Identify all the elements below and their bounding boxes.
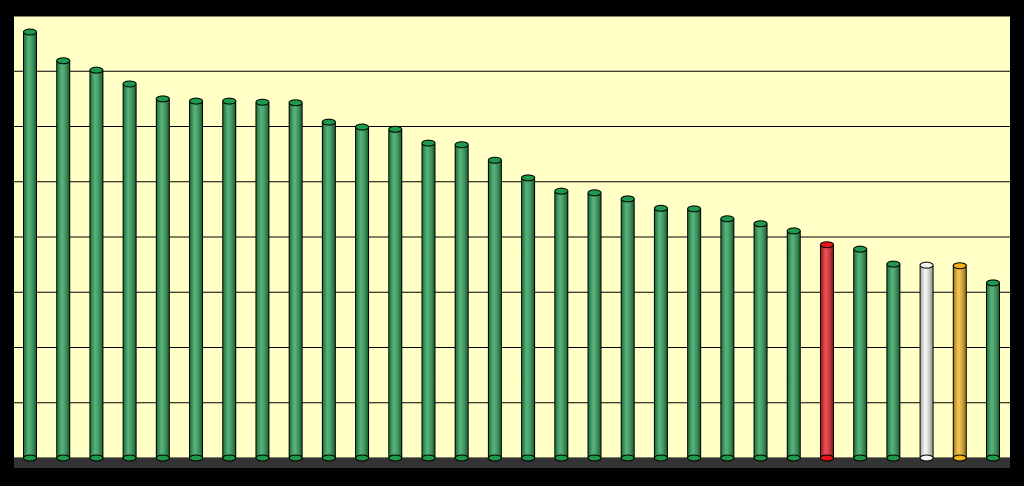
- bar-shade: [488, 160, 502, 458]
- bar-cap: [620, 195, 635, 203]
- bar-base: [56, 454, 71, 462]
- bar-shade: [89, 70, 103, 459]
- bar-base: [487, 454, 502, 462]
- bar-base: [753, 454, 768, 462]
- bar-cap: [919, 261, 934, 269]
- bar-shade: [189, 101, 203, 459]
- bar-cap: [986, 279, 1000, 287]
- bar-shade: [953, 265, 967, 458]
- bar-cap: [853, 245, 868, 253]
- bar-cap: [587, 189, 602, 197]
- bar-base: [222, 454, 237, 462]
- bar-base: [155, 454, 170, 462]
- plot-area: [14, 16, 1010, 466]
- bar-cap: [886, 260, 901, 268]
- bar-shade: [886, 264, 900, 458]
- bar-cap: [222, 97, 237, 105]
- bar-base: [89, 454, 104, 462]
- bar-shade: [554, 191, 568, 458]
- bar-cap: [288, 99, 303, 107]
- bar-cap: [189, 97, 204, 105]
- bar-shade: [56, 60, 70, 458]
- bar-base: [720, 454, 735, 462]
- bar-cap: [89, 66, 104, 74]
- bar-base: [255, 454, 270, 462]
- bar-shade: [421, 143, 435, 458]
- bar-shade: [621, 198, 635, 458]
- bar-cap: [720, 215, 735, 223]
- bar-cap: [56, 57, 71, 65]
- bar-shade: [820, 244, 834, 458]
- bar-shade: [355, 127, 369, 459]
- bar-cap: [122, 80, 137, 88]
- bar-cap: [421, 139, 436, 147]
- bar-base: [653, 454, 668, 462]
- bar-cap: [521, 174, 536, 182]
- bar-base: [421, 454, 436, 462]
- bar-shade: [521, 177, 535, 458]
- floor: [14, 458, 1010, 468]
- bar-cap: [155, 95, 170, 103]
- bar-base: [952, 454, 967, 462]
- bar-shade: [322, 122, 336, 458]
- bar-base: [986, 454, 1000, 462]
- bar-shade: [754, 223, 768, 458]
- bar-cap: [753, 220, 768, 228]
- bar-shade: [787, 230, 801, 458]
- bar-shade: [920, 265, 934, 458]
- bar-base: [919, 454, 934, 462]
- bar-base: [122, 454, 137, 462]
- bar-base: [853, 454, 868, 462]
- bar-shade: [388, 129, 402, 458]
- bar-shade: [156, 98, 170, 458]
- bar-base: [587, 454, 602, 462]
- bar-shade: [588, 192, 602, 459]
- bar-base: [388, 454, 403, 462]
- bar-shade: [986, 282, 1000, 458]
- bar-shade: [289, 102, 303, 459]
- bar-shade: [455, 144, 469, 459]
- bar-cap: [487, 156, 502, 164]
- bar-cap: [554, 187, 569, 195]
- bar-shade: [720, 218, 734, 458]
- bar-shade: [123, 83, 137, 459]
- bar-cap: [23, 28, 37, 36]
- bar-base: [321, 454, 336, 462]
- bar-cap: [355, 123, 370, 131]
- bar-cap: [786, 227, 801, 235]
- bar-shade: [654, 208, 668, 458]
- bar-shade: [687, 208, 701, 458]
- bar-base: [454, 454, 469, 462]
- bar-base: [355, 454, 370, 462]
- bar-base: [819, 454, 834, 462]
- bar-base: [521, 454, 536, 462]
- bar-base: [620, 454, 635, 462]
- bar-cap: [388, 125, 403, 133]
- bar-base: [23, 454, 37, 462]
- bar-cap: [255, 98, 270, 106]
- bar-cap: [819, 241, 834, 249]
- bar-base: [687, 454, 702, 462]
- bar-shade: [222, 101, 236, 459]
- bar-cap: [687, 205, 702, 213]
- bar-cap: [321, 118, 336, 126]
- bar-base: [288, 454, 303, 462]
- bar-cap: [653, 204, 668, 212]
- bar-base: [786, 454, 801, 462]
- bar-base: [886, 454, 901, 462]
- bar-shade: [23, 32, 37, 459]
- bar-cap: [454, 141, 469, 149]
- bar-shade: [255, 102, 269, 458]
- bar-base: [189, 454, 204, 462]
- bar-cap: [952, 262, 967, 270]
- bar-base: [554, 454, 569, 462]
- bar-shade: [853, 249, 867, 458]
